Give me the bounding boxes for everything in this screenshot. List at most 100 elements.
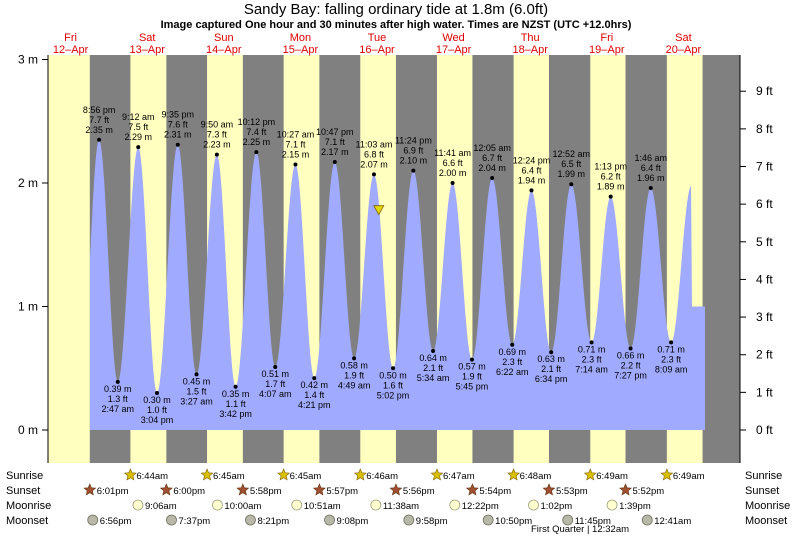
high-tide-point bbox=[136, 145, 141, 150]
current-tide-marker bbox=[373, 205, 385, 216]
moonrise-icon bbox=[291, 499, 303, 511]
low-tide-label: 0.35 m bbox=[222, 389, 250, 399]
low-tide-label: 7:14 am bbox=[575, 364, 608, 374]
day-label-dow: Fri bbox=[64, 32, 77, 44]
high-tide-label: 6.8 ft bbox=[364, 149, 385, 159]
astro-row-label-left: Moonrise bbox=[6, 500, 51, 512]
low-tide-label: 0.42 m bbox=[301, 380, 329, 390]
left-tick-label: 0 m bbox=[18, 423, 38, 437]
high-tide-label: 7.4 ft bbox=[246, 127, 267, 137]
moonrise-icon bbox=[528, 499, 539, 511]
low-tide-label: 1.9 ft bbox=[462, 372, 483, 382]
sunrise-icon bbox=[123, 468, 137, 481]
sunset-icon bbox=[312, 483, 326, 496]
day-label-dow: Wed bbox=[442, 32, 464, 44]
high-tide-label: 2.10 m bbox=[400, 156, 428, 166]
sunset-time: 5:57pm bbox=[326, 486, 358, 497]
high-tide-label: 11:24 pm bbox=[395, 136, 432, 146]
high-tide-point bbox=[450, 181, 455, 185]
moonset-icon bbox=[166, 514, 177, 526]
right-tick-label: 8 ft bbox=[756, 122, 773, 136]
high-tide-label: 1:13 pm bbox=[594, 162, 627, 172]
low-tide-label: 1.3 ft bbox=[108, 394, 129, 404]
low-tide-point bbox=[549, 350, 554, 355]
high-tide-label: 11:03 am bbox=[356, 139, 393, 149]
low-tide-point bbox=[154, 390, 159, 395]
sunset-time: 5:52pm bbox=[633, 486, 665, 497]
sunset-time: 6:01pm bbox=[97, 486, 129, 497]
low-tide-label: 6:22 am bbox=[496, 367, 529, 377]
high-tide-point bbox=[214, 152, 219, 157]
low-tide-point bbox=[115, 379, 120, 384]
high-tide-label: 1.89 m bbox=[597, 182, 625, 192]
high-tide-label: 9:50 am bbox=[201, 120, 234, 130]
moonrise-time: 9:06am bbox=[145, 501, 177, 512]
low-tide-label: 2.3 ft bbox=[502, 357, 523, 367]
left-margin bbox=[0, 55, 48, 463]
right-tick-label: 7 ft bbox=[756, 160, 773, 174]
high-tide-point bbox=[332, 160, 337, 165]
right-tick-label: 4 ft bbox=[756, 272, 773, 286]
sunset-icon bbox=[83, 483, 97, 496]
high-tide-label: 8:56 pm bbox=[83, 105, 116, 115]
tide-events: 8:56 pm7.7 ft2.35 m 0.39 m1.3 ft2:47 am 9:… bbox=[83, 105, 688, 425]
low-tide-label: 0.66 m bbox=[617, 350, 645, 360]
low-tide-point bbox=[233, 384, 238, 389]
astro-row-label-right: Sunrise bbox=[745, 470, 782, 482]
moonset-time: 11:45pm bbox=[575, 516, 611, 527]
high-tide-label: 1.99 m bbox=[558, 169, 586, 179]
high-tide-label: 1:46 am bbox=[634, 153, 667, 163]
sunrise-time: 6:44am bbox=[136, 471, 168, 482]
high-tide-label: 1.94 m bbox=[518, 175, 546, 185]
left-tick-label: 2 m bbox=[18, 176, 38, 190]
sunset-icon bbox=[542, 483, 556, 496]
sunset-time: 5:53pm bbox=[556, 486, 588, 497]
sunrise-icon bbox=[353, 468, 367, 481]
low-tide-label: 2.2 ft bbox=[621, 360, 642, 370]
high-tide-label: 2.31 m bbox=[164, 130, 192, 140]
high-tide-label: 2.29 m bbox=[125, 132, 153, 142]
moonrise-icon bbox=[449, 499, 461, 511]
tide-area bbox=[90, 139, 705, 431]
high-tide-point bbox=[97, 137, 102, 142]
sunset-icon bbox=[236, 483, 250, 496]
low-tide-label: 1.0 ft bbox=[147, 405, 168, 415]
high-tide-label: 12:24 pm bbox=[513, 155, 551, 165]
low-tide-label: 2.3 ft bbox=[582, 354, 603, 364]
low-tide-label: 4:07 am bbox=[259, 389, 292, 399]
sunrise-time: 6:45am bbox=[290, 471, 322, 482]
low-tide-point bbox=[469, 357, 474, 362]
high-tide-point bbox=[569, 182, 574, 187]
high-tide-label: 2.15 m bbox=[282, 149, 310, 159]
astro-row-label-left: Sunset bbox=[6, 485, 40, 497]
moonset-icon bbox=[562, 514, 574, 526]
high-tide-point bbox=[529, 188, 534, 193]
high-tide-label: 9:12 am bbox=[122, 112, 155, 122]
sunrise-icon bbox=[200, 468, 214, 481]
sunrise-icon bbox=[583, 468, 597, 481]
sunrise-time: 6:46am bbox=[366, 471, 398, 482]
low-tide-point bbox=[669, 340, 674, 345]
moonrise-icon bbox=[132, 499, 144, 511]
high-tide-label: 6.4 ft bbox=[521, 165, 542, 175]
moonrise-time: 1:39pm bbox=[619, 501, 651, 512]
low-tide-label: 5:45 pm bbox=[456, 382, 489, 392]
astro-table: Sunrise Sunrise Sunset Sunset Moonrise Moonri… bbox=[6, 468, 790, 535]
low-tide-label: 1.7 ft bbox=[265, 379, 286, 389]
astro-row-label-left: Sunrise bbox=[6, 470, 43, 482]
moonrise-time: 12:22pm bbox=[462, 501, 499, 512]
sunrise-icon bbox=[430, 468, 444, 481]
high-tide-label: 6.9 ft bbox=[403, 146, 424, 156]
right-tick-label: 1 ft bbox=[756, 385, 773, 399]
right-tick-label: 9 ft bbox=[756, 84, 773, 98]
low-tide-label: 3:04 pm bbox=[141, 415, 174, 425]
right-tick-label: 5 ft bbox=[756, 235, 773, 249]
sunrise-time: 6:49am bbox=[673, 471, 705, 482]
moonset-icon bbox=[245, 514, 256, 526]
high-tide-label: 2.17 m bbox=[321, 147, 349, 157]
low-tide-point bbox=[312, 376, 317, 381]
high-tide-label: 12:05 am bbox=[473, 143, 511, 153]
moonset-time: 9:58pm bbox=[416, 516, 448, 527]
high-tide-label: 10:47 pm bbox=[316, 127, 354, 137]
